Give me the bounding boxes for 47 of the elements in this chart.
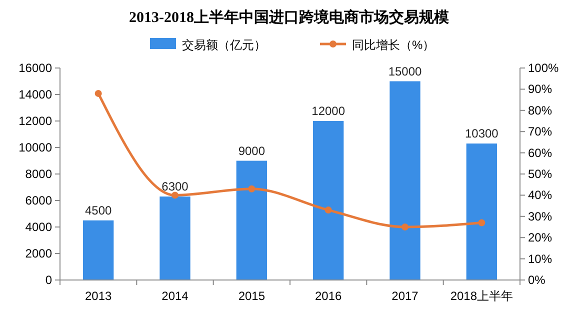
data-label: 6300: [162, 180, 189, 194]
bar: [313, 121, 344, 280]
legend-label: 交易额（亿元）: [182, 38, 266, 52]
y-tick-label: 2000: [25, 246, 52, 260]
y-tick-label: 10000: [18, 140, 52, 154]
data-label: 12000: [312, 104, 346, 118]
point: [478, 219, 486, 226]
y2-tick-label: 20%: [528, 230, 552, 245]
bar: [466, 144, 497, 280]
bar: [236, 160, 267, 280]
data-label: 4500: [84, 203, 112, 218]
y2-tick-label: 30%: [528, 209, 552, 224]
point: [248, 185, 256, 192]
y2-tick-label: 60%: [528, 146, 552, 160]
data-label: 15000: [388, 64, 422, 78]
y-tick-label: 0: [45, 273, 52, 287]
y2-tick-label: 10%: [528, 252, 552, 266]
y2-tick-label: 0%: [528, 273, 546, 287]
x-tick-label: 2015: [238, 289, 266, 303]
x-tick-label: 2018上半年: [450, 289, 514, 303]
data-label: 10300: [464, 126, 499, 141]
bar: [83, 220, 114, 280]
y2-tick-label: 50%: [528, 167, 552, 181]
y-tick-label: 16000: [18, 61, 52, 75]
y-tick-label: 8000: [25, 167, 52, 181]
point: [402, 224, 408, 230]
y2-tick-label: 40%: [528, 188, 552, 202]
x-tick-label: 2014: [162, 289, 189, 303]
point: [94, 90, 102, 97]
point: [172, 192, 178, 199]
y2-tick-label: 80%: [528, 103, 552, 118]
bar: [160, 196, 190, 280]
x-tick-label: 2016: [314, 289, 342, 303]
chart-title: 2013-2018上半年中国进口跨境电商市场交易规模: [129, 8, 450, 26]
y2-tick-label: 90%: [528, 82, 552, 96]
y2-tick-label: 100%: [528, 61, 560, 75]
x-tick-label: 2013: [84, 289, 112, 303]
x-tick-label: 2017: [392, 289, 419, 303]
point: [324, 206, 332, 214]
data-label: 9000: [238, 144, 266, 158]
y2-tick-label: 70%: [528, 124, 552, 139]
y-tick-label: 14000: [18, 88, 52, 102]
y-tick-label: 12000: [18, 114, 52, 128]
y-tick-label: 6000: [25, 194, 52, 208]
bar: [390, 81, 420, 280]
y-tick-label: 4000: [25, 220, 52, 234]
legend-label: 同比增长（%）: [352, 38, 435, 52]
